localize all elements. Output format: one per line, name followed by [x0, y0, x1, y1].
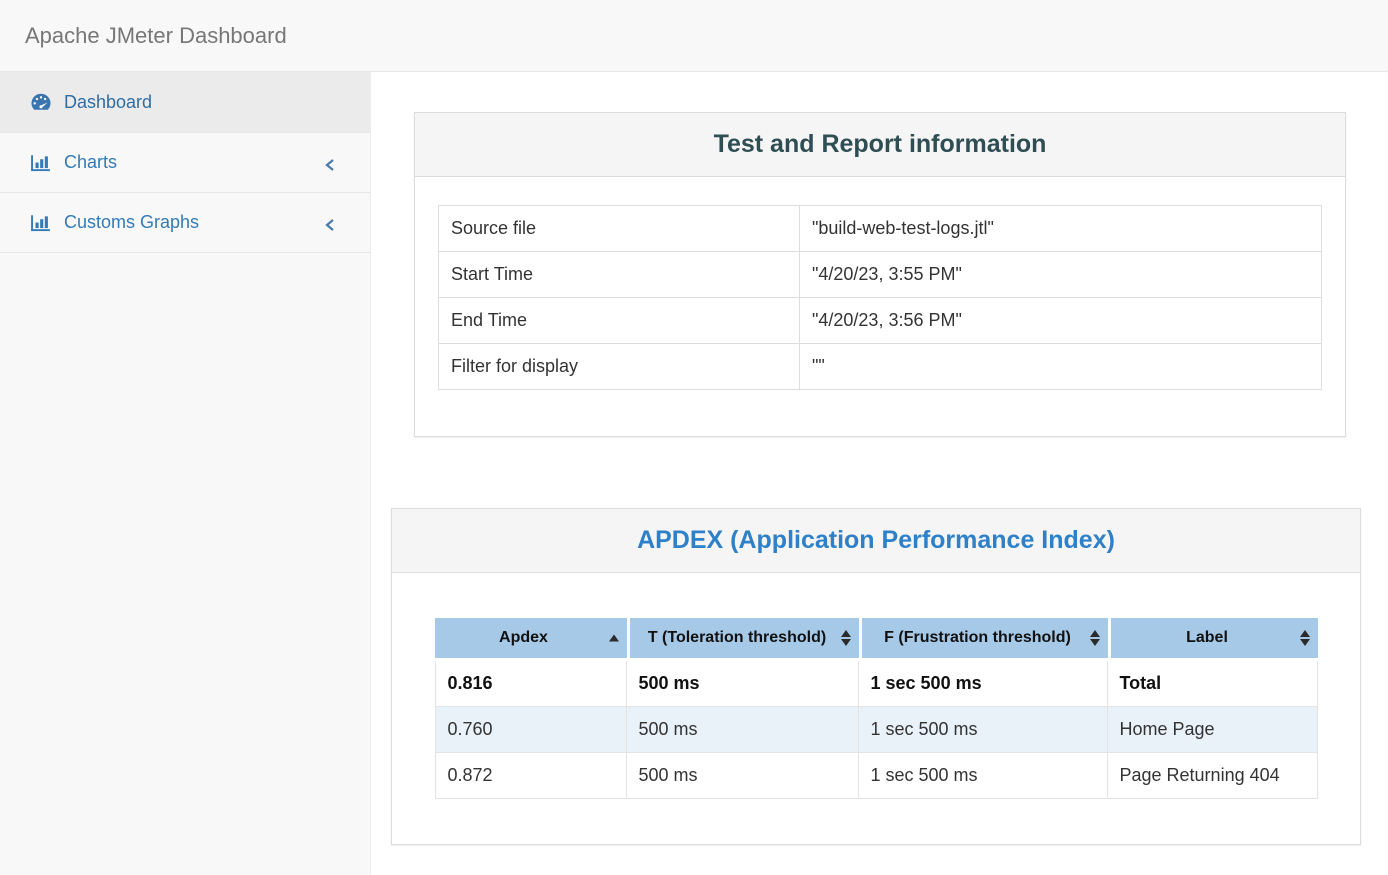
test-info-panel: Test and Report information Source file"…: [414, 112, 1346, 437]
chevron-left-icon: [324, 216, 336, 230]
test-info-panel-heading: Test and Report information: [415, 113, 1345, 177]
sidebar-item-label: Customs Graphs: [64, 212, 199, 233]
column-header-label: Label: [1186, 629, 1228, 646]
column-header-label: Apdex: [499, 629, 548, 646]
apdex-table: Apdex T (Toleration threshold) F (Frustr…: [435, 618, 1318, 799]
info-row: Source file"build-web-test-logs.jtl": [439, 206, 1322, 252]
info-row: Start Time"4/20/23, 3:55 PM": [439, 252, 1322, 298]
toleration-cell: 500 ms: [627, 753, 859, 799]
bar-chart-icon: [30, 153, 54, 173]
sort-both-icon: [1300, 630, 1310, 646]
info-row-label: Start Time: [439, 252, 800, 298]
test-info-title: Test and Report information: [714, 130, 1047, 159]
column-header-label: T (Toleration threshold): [648, 629, 826, 646]
apdex-row: 0.760500 ms1 sec 500 msHome Page: [435, 707, 1318, 753]
apdex-column-header-label[interactable]: Label: [1108, 618, 1318, 661]
apdex-value-cell: 0.816: [435, 661, 627, 707]
apdex-column-header-frustration[interactable]: F (Frustration threshold): [859, 618, 1108, 661]
sort-ascending-icon: [609, 635, 619, 642]
app-title: Apache JMeter Dashboard: [25, 0, 287, 71]
apdex-value-cell: 0.760: [435, 707, 627, 753]
frustration-cell: 1 sec 500 ms: [859, 753, 1108, 799]
apdex-panel-heading: APDEX (Application Performance Index): [392, 509, 1360, 573]
label-cell: Page Returning 404: [1108, 753, 1318, 799]
main-content: Test and Report information Source file"…: [372, 72, 1388, 875]
toleration-cell: 500 ms: [627, 707, 859, 753]
apdex-column-header-apdex[interactable]: Apdex: [435, 618, 627, 661]
sidebar-item-label: Dashboard: [64, 92, 152, 113]
test-info-table-body: Source file"build-web-test-logs.jtl"Star…: [439, 206, 1322, 390]
bar-chart-icon: [30, 213, 54, 233]
test-info-table: Source file"build-web-test-logs.jtl"Star…: [438, 205, 1322, 390]
apdex-row: 0.872500 ms1 sec 500 msPage Returning 40…: [435, 753, 1318, 799]
frustration-cell: 1 sec 500 ms: [859, 707, 1108, 753]
info-row-value: "": [800, 344, 1322, 390]
apdex-table-body: 0.816500 ms1 sec 500 msTotal0.760500 ms1…: [435, 661, 1318, 799]
sidebar-item-charts[interactable]: Charts: [0, 133, 370, 193]
info-row-label: End Time: [439, 298, 800, 344]
sidebar-item-label: Charts: [64, 152, 117, 173]
sidebar: Dashboard Charts: [0, 72, 371, 875]
chevron-left-icon: [324, 156, 336, 170]
apdex-value-cell: 0.872: [435, 753, 627, 799]
info-row-value: "4/20/23, 3:56 PM": [800, 298, 1322, 344]
info-row: End Time"4/20/23, 3:56 PM": [439, 298, 1322, 344]
label-cell: Total: [1108, 661, 1318, 707]
apdex-row: 0.816500 ms1 sec 500 msTotal: [435, 661, 1318, 707]
sidebar-item-customs-graphs[interactable]: Customs Graphs: [0, 193, 370, 253]
label-cell: Home Page: [1108, 707, 1318, 753]
info-row-value: "4/20/23, 3:55 PM": [800, 252, 1322, 298]
sort-both-icon: [841, 630, 851, 646]
info-row-label: Source file: [439, 206, 800, 252]
frustration-cell: 1 sec 500 ms: [859, 661, 1108, 707]
info-row: Filter for display"": [439, 344, 1322, 390]
top-navbar: Apache JMeter Dashboard: [0, 0, 1388, 72]
apdex-column-header-toleration[interactable]: T (Toleration threshold): [627, 618, 859, 661]
tachometer-icon: [30, 92, 54, 112]
sort-both-icon: [1090, 630, 1100, 646]
info-row-label: Filter for display: [439, 344, 800, 390]
apdex-panel: APDEX (Application Performance Index) Ap…: [391, 508, 1361, 845]
info-row-value: "build-web-test-logs.jtl": [800, 206, 1322, 252]
apdex-title: APDEX (Application Performance Index): [637, 526, 1115, 555]
toleration-cell: 500 ms: [627, 661, 859, 707]
sidebar-item-dashboard[interactable]: Dashboard: [0, 72, 370, 133]
column-header-label: F (Frustration threshold): [884, 629, 1071, 646]
